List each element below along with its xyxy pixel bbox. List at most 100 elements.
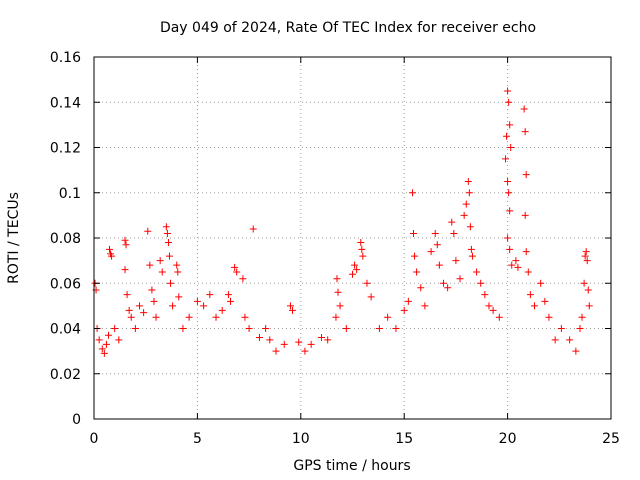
data-point [435, 261, 443, 269]
data-point [272, 347, 280, 355]
plot-frame [93, 56, 612, 420]
data-point [121, 266, 129, 274]
data-point [400, 306, 408, 314]
data-point [224, 291, 232, 299]
data-point [583, 257, 591, 265]
x-tick-label: 15 [395, 431, 413, 447]
data-point [521, 211, 529, 219]
data-point [466, 223, 474, 231]
data-point [485, 302, 493, 310]
x-tick-label: 25 [602, 431, 620, 447]
data-point [162, 223, 170, 231]
data-point [537, 279, 545, 287]
data-point [413, 268, 421, 276]
data-point [231, 263, 239, 271]
data-point [351, 261, 359, 269]
data-point [125, 306, 133, 314]
data-point [584, 286, 592, 294]
data-point [249, 225, 257, 233]
data-point [100, 349, 108, 357]
data-point [266, 336, 274, 344]
data-point [363, 279, 371, 287]
data-point [427, 248, 435, 256]
data-point [384, 313, 392, 321]
data-point [358, 245, 366, 253]
y-tick-label: 0.08 [50, 231, 81, 247]
data-point [233, 268, 241, 276]
data-point [317, 334, 325, 342]
data-point [165, 252, 173, 260]
data-point [150, 297, 158, 305]
data-point [502, 155, 510, 163]
data-point [334, 288, 342, 296]
data-point [359, 252, 367, 260]
data-point [495, 313, 503, 321]
data-point [102, 340, 110, 348]
data-point [200, 302, 208, 310]
data-point [131, 325, 139, 332]
data-point [477, 279, 485, 287]
data-point [522, 248, 530, 256]
data-point [185, 313, 193, 321]
x-tick-label: 10 [292, 431, 310, 447]
data-point [462, 200, 470, 208]
data-point [146, 261, 154, 269]
data-point [522, 171, 530, 179]
data-point [408, 189, 416, 197]
data-point [163, 229, 171, 237]
data-point [104, 331, 112, 339]
data-point [122, 241, 130, 249]
chart-title: Day 049 of 2024, Rate Of TEC Index for r… [160, 20, 536, 36]
data-point [521, 128, 529, 136]
data-point [526, 291, 534, 299]
y-tick-label: 0.14 [50, 95, 81, 111]
y-tick-label: 0.04 [50, 322, 81, 338]
y-tick-label: 0.16 [50, 50, 81, 66]
data-point [140, 309, 148, 317]
data-point [357, 239, 365, 247]
data-point [581, 252, 589, 260]
data-point [520, 105, 528, 113]
x-tick-label: 5 [193, 431, 202, 447]
data-point [255, 334, 263, 342]
data-point [156, 257, 164, 265]
data-point [111, 325, 119, 332]
data-point [301, 347, 309, 355]
data-point [121, 236, 129, 244]
data-point [557, 325, 565, 332]
data-point [367, 293, 375, 301]
data-point [582, 248, 590, 256]
data-point [460, 211, 468, 219]
data-point [505, 189, 513, 197]
data-point [578, 313, 586, 321]
grid [94, 57, 611, 419]
data-point [164, 239, 172, 247]
data-point [245, 325, 253, 332]
data-point [144, 227, 152, 235]
axis-ticks [93, 56, 612, 420]
data-points [91, 87, 593, 357]
data-point [421, 302, 429, 310]
data-point [444, 284, 452, 292]
data-point [452, 257, 460, 265]
data-point [218, 306, 226, 314]
x-axis-title: GPS time / hours [293, 458, 410, 474]
y-axis-title: ROTI / TECUs [6, 192, 22, 284]
data-point [349, 270, 356, 278]
data-point [508, 261, 516, 269]
data-point [505, 98, 513, 106]
data-point [241, 313, 249, 321]
data-point [551, 336, 559, 344]
y-tick-label: 0 [72, 412, 81, 428]
data-point [167, 279, 175, 287]
data-point [336, 302, 344, 310]
tick-labels: 0 5 10 15 20 25 0 0.02 0.04 0.06 0.08 0.1 0.12 0.14 0.… [50, 50, 620, 447]
data-point [115, 336, 123, 344]
data-point [545, 313, 553, 321]
data-point [123, 291, 131, 299]
data-point [342, 325, 350, 332]
data-point [514, 263, 522, 271]
data-point [431, 229, 439, 237]
